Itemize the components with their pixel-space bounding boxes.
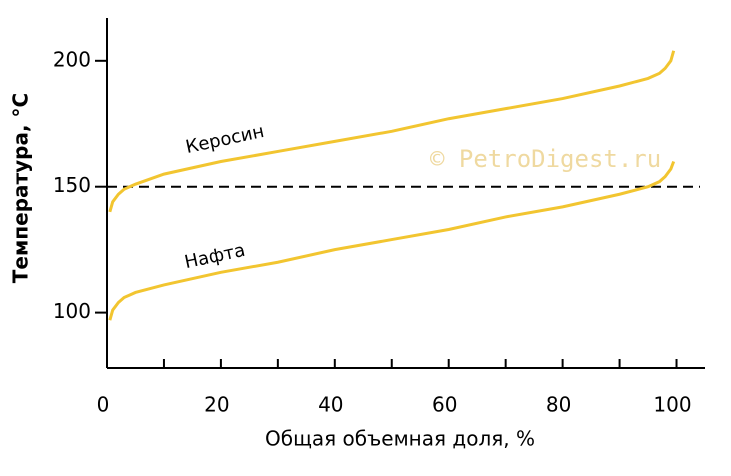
x-tick-label: 0 — [97, 393, 110, 417]
y-tick-label: 150 — [53, 173, 91, 197]
y-tick-label: 100 — [53, 299, 91, 323]
series-label: Керосин — [184, 121, 266, 158]
x-tick-label: 80 — [546, 393, 571, 417]
x-tick-label: 20 — [204, 393, 229, 417]
x-tick-label: 40 — [318, 393, 343, 417]
x-tick-label: 100 — [653, 393, 691, 417]
watermark: © PetroDigest.ru — [430, 145, 661, 173]
y-tick-label: 200 — [53, 47, 91, 71]
x-axis-label: Общая объемная доля, % — [265, 427, 535, 451]
series-line — [108, 160, 676, 321]
x-tick-label: 60 — [432, 393, 457, 417]
series-line — [108, 50, 676, 213]
y-axis-label: Температура, °C — [9, 93, 33, 283]
